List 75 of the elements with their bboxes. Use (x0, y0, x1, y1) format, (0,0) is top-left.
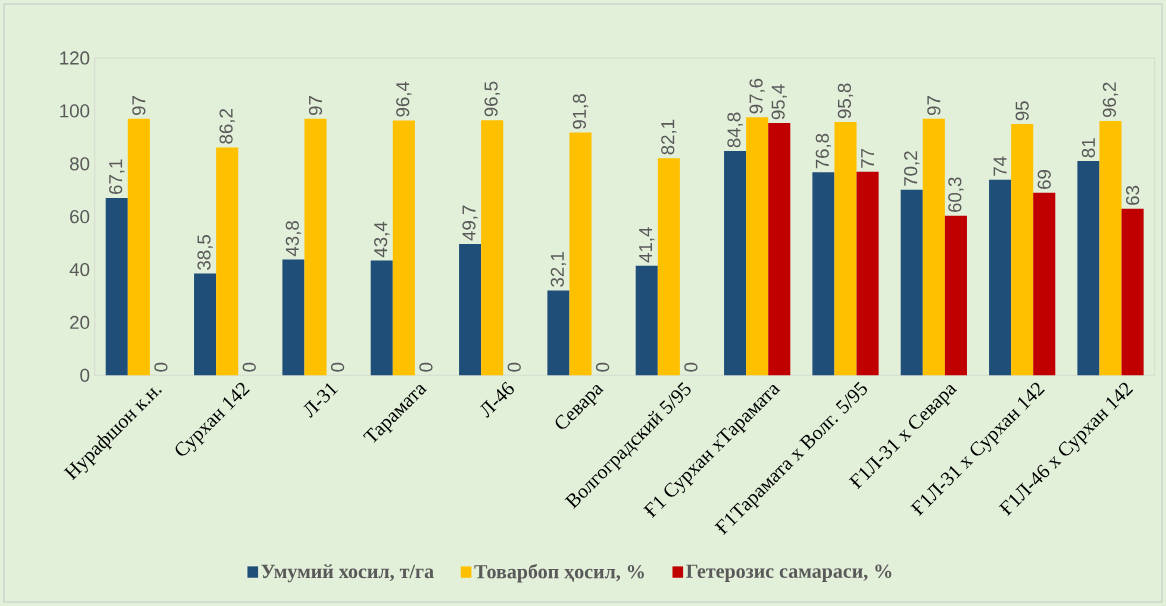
y-tick-label: 20 (70, 315, 90, 330)
data-label: 0 (330, 362, 345, 372)
y-tick-label: 60 (70, 210, 90, 224)
data-label: 67,1 (109, 159, 125, 195)
data-label: 60,3 (948, 177, 964, 212)
data-label: 0 (242, 362, 256, 372)
data-label: 70,2 (904, 151, 920, 186)
data-label: 97 (308, 96, 323, 115)
bar (1033, 192, 1056, 376)
bar (657, 158, 680, 376)
bar (216, 147, 239, 376)
y-tick-label: 80 (70, 157, 90, 171)
bar (304, 118, 327, 376)
data-label: 0 (419, 362, 433, 372)
data-label: 0 (684, 362, 698, 372)
bar (856, 171, 879, 376)
bar (900, 189, 923, 376)
data-label: 96,2 (1102, 82, 1119, 118)
legend-label: Умумий хосил, т/га (261, 564, 434, 583)
bar (944, 215, 967, 376)
bar (569, 132, 592, 376)
bar (105, 197, 128, 376)
bar (547, 290, 570, 376)
data-label: 81 (1081, 138, 1096, 158)
data-label: 49,7 (462, 205, 478, 241)
bar (834, 121, 857, 376)
bar (1077, 161, 1100, 376)
bar (194, 273, 217, 376)
data-label: 97,6 (749, 78, 765, 114)
data-label: 63 (1125, 185, 1140, 205)
data-label: 91,8 (572, 94, 589, 129)
data-label: 38,5 (197, 235, 213, 270)
y-tick-label: 0 (80, 368, 90, 382)
legend-label: Гетерозис самараси, % (686, 564, 892, 582)
bar (481, 120, 504, 376)
bar (989, 179, 1012, 376)
bar (127, 118, 150, 376)
bar (768, 123, 791, 376)
y-tick-label: 100 (60, 104, 90, 118)
data-label: 97 (132, 96, 146, 115)
bar (1121, 208, 1144, 376)
data-label: 95,8 (837, 83, 854, 119)
bar (370, 260, 393, 376)
data-label: 96,4 (396, 81, 412, 117)
y-tick-label: 40 (69, 262, 90, 277)
bar (724, 151, 747, 376)
data-label: 0 (595, 362, 610, 372)
y-tick-label: 120 (60, 51, 90, 65)
data-label: 74 (993, 156, 1007, 176)
data-label: 96,5 (484, 81, 500, 117)
data-label: 0 (154, 362, 168, 372)
data-label: 43,4 (374, 221, 390, 258)
bar (392, 120, 415, 376)
data-label: 95 (1015, 101, 1029, 121)
bar (1099, 120, 1122, 376)
data-label: 43,8 (285, 221, 302, 257)
data-label: 41,4 (639, 227, 655, 263)
bar (459, 243, 482, 376)
data-label: 77 (861, 148, 875, 168)
data-label: 97 (927, 96, 941, 115)
data-label: 84,8 (727, 112, 743, 148)
bar (282, 259, 305, 376)
bar (635, 265, 658, 376)
data-label: 0 (507, 362, 521, 372)
bar (1011, 124, 1034, 376)
data-label: 86,2 (219, 109, 235, 144)
data-label: 82,1 (661, 119, 677, 155)
data-label: 95,4 (771, 84, 787, 120)
data-label: 76,8 (815, 133, 832, 169)
bar (812, 172, 835, 376)
bar (746, 117, 769, 376)
data-label: 69 (1037, 170, 1051, 189)
data-label: 32,1 (550, 252, 567, 287)
legend-label: Товарбоп ҳосил, % (474, 563, 644, 583)
bar (922, 118, 945, 376)
